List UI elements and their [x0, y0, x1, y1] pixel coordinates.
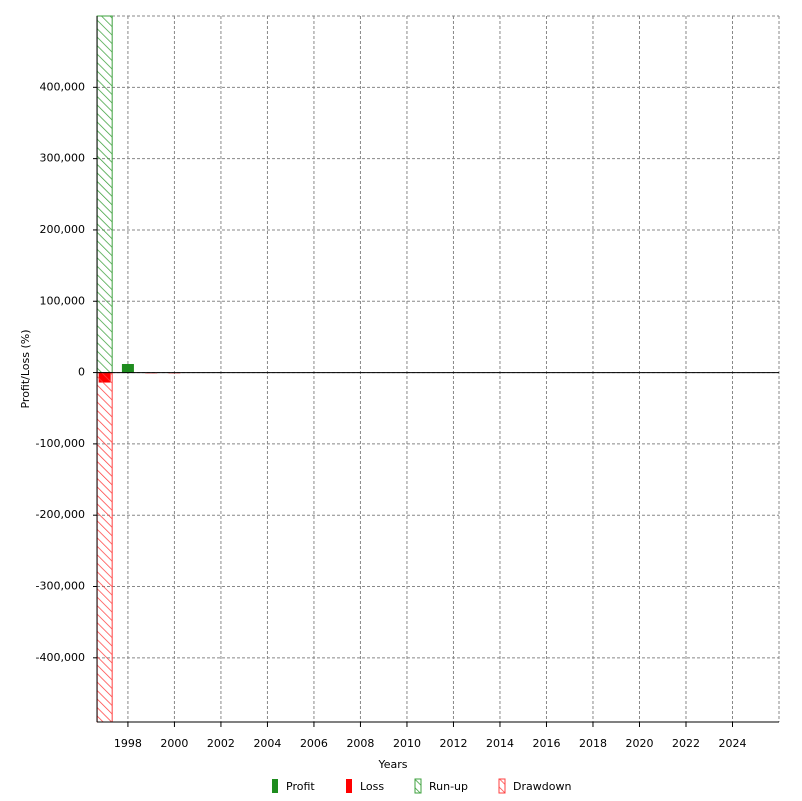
- x-tick-label: 2022: [672, 737, 700, 750]
- legend-label: Run-up: [429, 780, 468, 793]
- y-tick-label: 0: [78, 366, 85, 379]
- bar: [96, 372, 113, 723]
- y-tick-label: 300,000: [40, 152, 86, 165]
- bar: [121, 364, 134, 373]
- legend-swatch: [272, 779, 278, 793]
- x-tick-label: 2008: [346, 737, 374, 750]
- x-tick-label: 2002: [207, 737, 235, 750]
- x-tick-label: 2012: [439, 737, 467, 750]
- bar: [96, 15, 113, 374]
- x-tick-label: 2004: [253, 737, 281, 750]
- x-tick-label: 2006: [300, 737, 328, 750]
- x-tick-label: 2010: [393, 737, 421, 750]
- legend-swatch: [414, 778, 422, 794]
- y-tick-label: -300,000: [36, 580, 85, 593]
- y-tick-label: -100,000: [36, 437, 85, 450]
- y-axis-title: Profit/Loss (%): [19, 329, 32, 408]
- y-tick-label: 100,000: [40, 294, 86, 307]
- y-tick-label: -200,000: [36, 508, 85, 521]
- x-tick-label: 2000: [160, 737, 188, 750]
- y-tick-label: 200,000: [40, 223, 86, 236]
- x-tick-label: 1998: [114, 737, 142, 750]
- x-tick-label: 2018: [579, 737, 607, 750]
- legend-swatch: [498, 778, 506, 794]
- legend-swatch: [346, 779, 352, 793]
- y-tick-label: -400,000: [36, 651, 85, 664]
- legend-label: Drawdown: [513, 780, 571, 793]
- legend-label: Profit: [286, 780, 315, 793]
- x-axis-title: Years: [377, 758, 407, 771]
- legend-label: Loss: [360, 780, 384, 793]
- x-tick-label: 2016: [532, 737, 560, 750]
- x-tick-label: 2020: [625, 737, 653, 750]
- x-tick-label: 2014: [486, 737, 514, 750]
- y-tick-label: 400,000: [40, 80, 86, 93]
- x-tick-label: 2024: [718, 737, 746, 750]
